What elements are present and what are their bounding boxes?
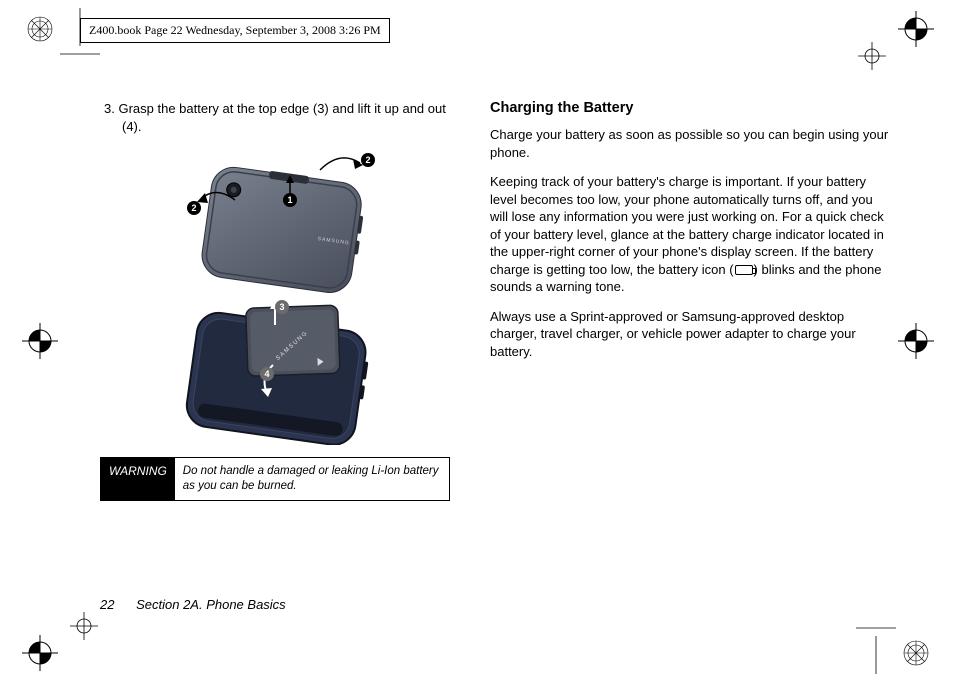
para-2: Keeping track of your battery's charge i… — [490, 173, 894, 296]
section-heading: Charging the Battery — [490, 100, 894, 116]
phone-illustration: SAMSUNG — [145, 145, 415, 445]
section-label: Section 2A. Phone Basics — [136, 597, 286, 612]
para-1: Charge your battery as soon as possible … — [490, 126, 894, 161]
page-footer: 22 Section 2A. Phone Basics — [100, 597, 286, 612]
warning-box: WARNING Do not handle a damaged or leaki… — [100, 457, 450, 501]
doc-header: Z400.book Page 22 Wednesday, September 3… — [80, 18, 390, 43]
callout-1: 1 — [283, 193, 297, 207]
page-number: 22 — [100, 597, 114, 612]
callout-3: 3 — [275, 300, 289, 314]
left-column: 3. Grasp the battery at the top edge (3)… — [100, 100, 460, 501]
page-content: 3. Grasp the battery at the top edge (3)… — [100, 100, 894, 612]
warning-text: Do not handle a damaged or leaking Li-Io… — [175, 458, 449, 500]
battery-icon — [735, 265, 753, 275]
right-column: Charging the Battery Charge your battery… — [490, 100, 894, 501]
callout-4: 4 — [260, 367, 274, 381]
doc-header-text: Z400.book Page 22 Wednesday, September 3… — [89, 23, 381, 37]
step-3: 3. Grasp the battery at the top edge (3)… — [100, 100, 460, 135]
step-number: 3. — [104, 101, 115, 116]
callout-2a: 2 — [361, 153, 375, 167]
callout-2b: 2 — [187, 201, 201, 215]
step-text: Grasp the battery at the top edge (3) an… — [118, 101, 445, 134]
warning-label: WARNING — [101, 458, 175, 500]
para-3: Always use a Sprint-approved or Samsung-… — [490, 308, 894, 361]
